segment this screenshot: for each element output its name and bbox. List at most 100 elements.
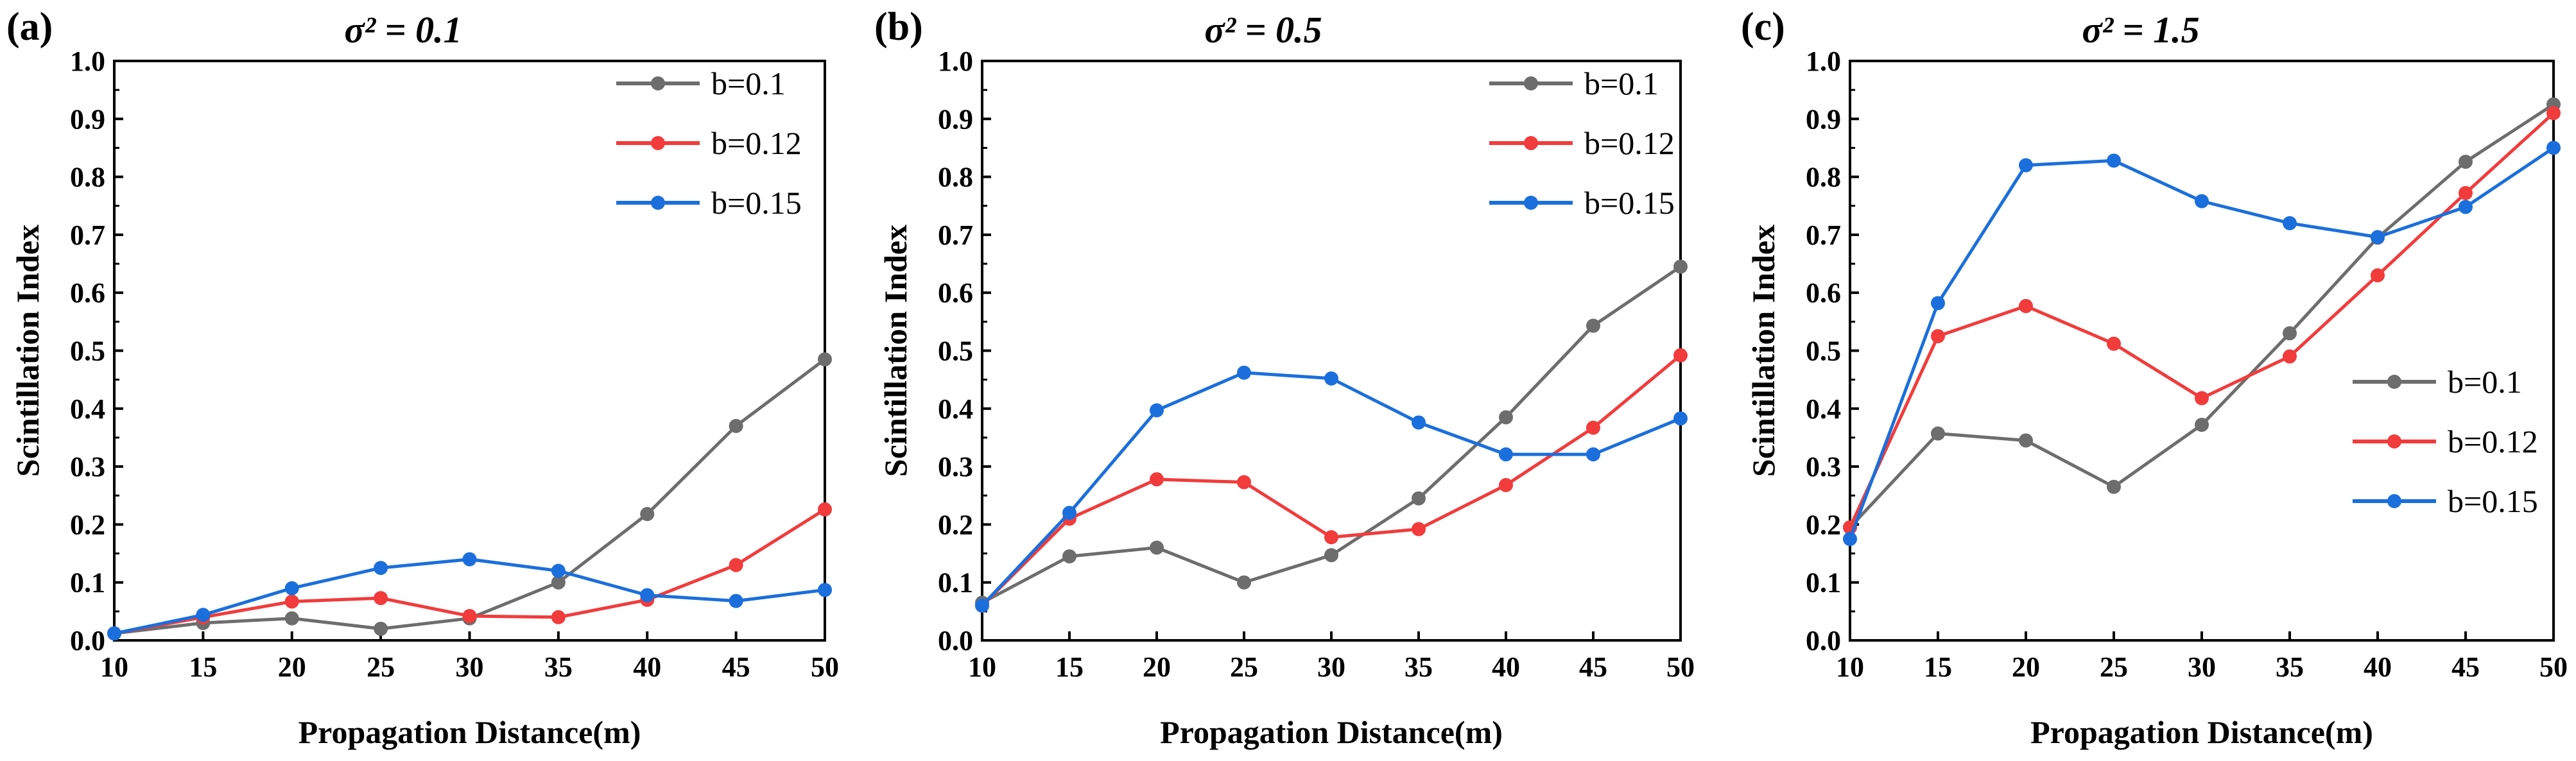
x-tick-label: 15 (1924, 651, 1952, 683)
data-point (1237, 365, 1251, 380)
data-point (2019, 298, 2033, 313)
y-tick-label: 0.2 (938, 509, 973, 540)
y-tick-label: 0.7 (70, 219, 105, 251)
y-tick-label: 0.8 (1806, 162, 1841, 193)
y-tick-label: 0.9 (70, 103, 105, 135)
series-b-0-12-b (975, 348, 1688, 613)
data-point (2371, 230, 2385, 244)
y-tick-label: 1.0 (1806, 46, 1841, 77)
x-tick-label: 40 (633, 651, 661, 683)
data-point (1412, 491, 1426, 506)
legend-entry-b-0-15: b=0.15 (616, 185, 802, 221)
data-point (2019, 433, 2033, 448)
y-tick-label: 0.4 (938, 393, 973, 425)
y-tick-label: 0.6 (938, 277, 973, 309)
x-tick-label: 45 (1579, 651, 1607, 683)
y-tick-label: 0.9 (938, 103, 973, 135)
y-tick-label: 0.5 (70, 336, 105, 367)
data-point (1324, 530, 1338, 545)
data-point (1150, 472, 1164, 486)
data-point (729, 418, 743, 433)
series-b-0-15-a (107, 552, 832, 641)
x-tick-label: 25 (1230, 651, 1258, 683)
data-point (1499, 447, 1513, 462)
chart-title-c: σ² = 1.5 (2082, 9, 2199, 51)
legend-swatch-marker (2387, 434, 2401, 449)
x-tick-label: 10 (968, 651, 996, 683)
chart-panel-a: (a) σ² = 0.1 10 15 20 25 30 35 40 45 50 0.0 0.1 0.2 0.… (6, 5, 839, 750)
legend-label: b=0.12 (1584, 125, 1675, 161)
y-tick-label: 0.4 (1806, 393, 1841, 425)
x-tick-label: 20 (1143, 651, 1171, 683)
legend-swatch-marker (2387, 375, 2401, 389)
y-tick-label: 0.7 (1806, 219, 1841, 251)
y-tick-label: 0.3 (938, 451, 973, 483)
y-tick-label: 0.6 (70, 277, 105, 309)
data-point (818, 352, 832, 367)
panel-label-b: (b) (874, 5, 923, 49)
y-tick-label: 0.1 (938, 567, 973, 599)
chart-panel-c: (c) σ² = 1.5 10 15 20 25 30 35 40 45 50 0.0 0.1 0.2 0.… (1741, 5, 2568, 750)
y-tick-label: 0.1 (70, 567, 105, 599)
legend-swatch-marker (2387, 494, 2401, 508)
data-point (1586, 420, 1600, 435)
data-point (1931, 426, 1945, 441)
data-point (551, 575, 566, 590)
data-point (2195, 418, 2209, 432)
data-point (462, 609, 477, 624)
y-axis-label-b: Scintillation Index (877, 225, 913, 477)
data-point (374, 621, 388, 636)
x-tick-label: 50 (1666, 651, 1695, 683)
legend-entry-b-0-12: b=0.12 (616, 125, 802, 161)
data-point (818, 502, 832, 517)
data-point (2459, 185, 2473, 200)
series-b-0-1-a (107, 352, 832, 641)
x-tick-label: 50 (811, 651, 839, 683)
data-point (2195, 391, 2209, 406)
y-tick-label: 0.3 (1806, 451, 1841, 483)
legend-entry-b-0-12: b=0.12 (2353, 423, 2538, 459)
x-axis-label-b: Propagation Distance(m) (1160, 714, 1503, 750)
data-point (462, 552, 477, 567)
x-tick-label: 30 (1317, 651, 1345, 683)
data-point (1586, 318, 1600, 333)
y-tick-label: 0.8 (70, 162, 105, 193)
legend-swatch-marker (651, 76, 665, 90)
legend-label: b=0.12 (711, 125, 802, 161)
series-line (981, 354, 1682, 607)
y-axis-label-c: Scintillation Index (1745, 225, 1781, 477)
x-tick-label: 35 (1405, 651, 1433, 683)
legend-label: b=0.15 (711, 185, 802, 221)
data-point (1324, 371, 1338, 386)
legend-entry-b-0-1: b=0.1 (616, 65, 786, 101)
data-point (1324, 548, 1338, 563)
y-tick-label: 0.2 (70, 509, 105, 540)
chart-title-a: σ² = 0.1 (344, 9, 462, 51)
legend-entry-b-0-1: b=0.1 (2353, 364, 2522, 400)
data-point (374, 561, 388, 576)
y-tick-label: 1.0 (938, 46, 973, 77)
y-tick-label: 0.0 (70, 625, 105, 656)
legend-entry-b-0-15: b=0.15 (1489, 185, 1675, 221)
series-line (981, 371, 1681, 607)
legend-label: b=0.1 (711, 65, 786, 101)
data-point (2107, 336, 2121, 351)
x-tick-label: 15 (1055, 651, 1084, 683)
legend-label: b=0.12 (2448, 423, 2538, 459)
data-point (2371, 268, 2385, 283)
legend-swatch-marker (651, 196, 665, 210)
data-point (551, 563, 566, 578)
data-point (2546, 106, 2561, 121)
data-point (729, 558, 743, 572)
data-point (284, 611, 299, 626)
data-point (640, 588, 655, 603)
y-tick-label: 0.6 (1806, 277, 1841, 309)
data-point (374, 591, 388, 606)
legend-swatch-marker (1524, 76, 1538, 90)
data-point (1062, 549, 1076, 564)
legend-entry-b-0-12: b=0.12 (1489, 125, 1675, 161)
x-tick-label: 25 (2100, 651, 2128, 683)
panel-label-c: (c) (1741, 5, 1785, 49)
legend-swatch-marker (1524, 196, 1538, 210)
